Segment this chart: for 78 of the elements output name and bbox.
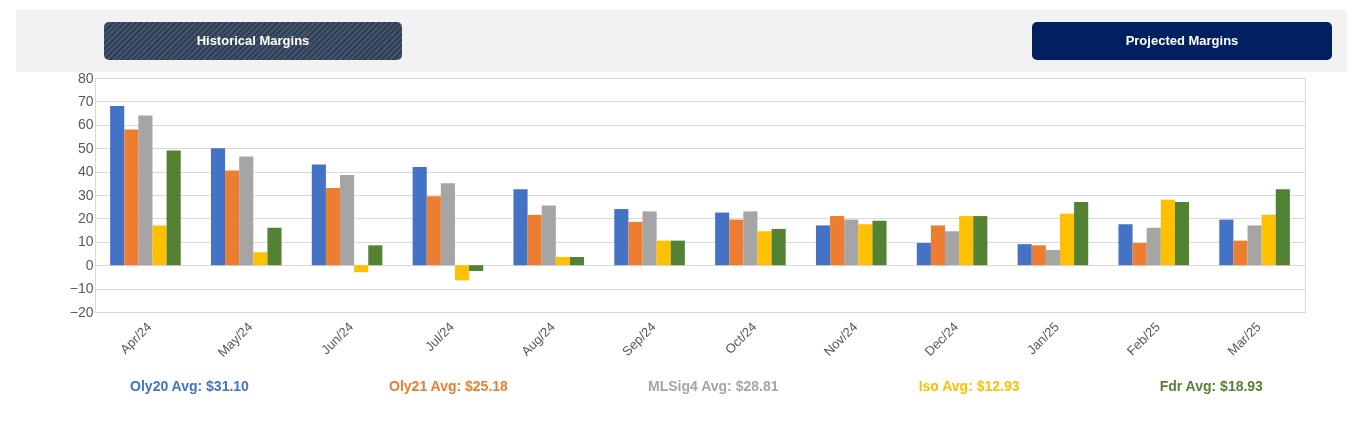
bar [340,175,355,266]
bar [1261,214,1276,266]
bar [138,115,153,266]
bar [440,183,455,266]
text: Fdr Avg: $18.93 [1159,378,1263,394]
y-tick-label: 60 [77,116,94,133]
bar [210,148,226,266]
bar [541,205,556,266]
bar [872,220,887,266]
bar [1219,219,1234,266]
text: Oly20 Avg: $31.10 [130,378,249,394]
bar [1174,202,1190,266]
bar [844,219,859,266]
bar [1233,240,1248,266]
text: Iso Avg: $12.93 [918,378,1020,394]
bar [469,265,484,272]
bar [656,240,671,266]
bar [1132,242,1147,266]
bar [642,211,657,266]
bar [1146,227,1161,266]
bar [1045,249,1060,266]
bar [729,219,744,266]
bar [628,221,643,266]
bar [945,231,960,266]
bar [858,224,873,266]
bar [1247,225,1262,266]
bar [569,257,585,266]
bar [614,209,629,266]
y-tick-label: 20 [77,209,94,226]
bar [1118,224,1133,266]
bar [225,170,240,266]
bar [124,129,139,266]
bar [426,196,441,266]
bar [412,166,427,266]
bar [1160,199,1175,266]
bar [1031,245,1046,266]
bar [959,216,974,266]
y-tick-label: 50 [77,139,94,156]
bar [325,187,341,266]
y-tick-label: 80 [77,69,94,86]
bar [830,216,845,266]
y-tick-label: −20 [69,303,94,320]
text: MLSig4 Avg: $28.81 [648,378,779,394]
bar [1275,189,1290,266]
bar [454,265,470,281]
y-tick-label: 30 [77,186,94,203]
text: Historical Margins [104,22,402,60]
y-tick-label: 0 [85,256,94,273]
text: Oly21 Avg: $25.18 [389,378,508,394]
bar [368,245,383,266]
bar [152,225,167,266]
y-tick-label: −10 [69,280,94,297]
bar [1059,213,1075,266]
bar [1074,202,1089,266]
bar [771,228,786,266]
bar [930,225,946,266]
bar [513,189,528,266]
bar [166,150,181,266]
bar [715,212,730,266]
bar [311,164,326,266]
bar [815,225,831,266]
bar [555,257,570,266]
y-tick-label: 70 [77,92,94,109]
y-tick-label: 40 [77,163,94,180]
bar [253,252,268,266]
bar [757,231,772,266]
bar [1017,244,1032,266]
bar [267,227,282,266]
bar [670,240,685,266]
y-tick-label: 10 [77,233,94,250]
bar [973,216,988,266]
bar [916,242,931,266]
bar [354,265,369,273]
text: Projected Margins [1032,22,1332,60]
bar [743,211,758,266]
bar [527,214,542,266]
bar [110,106,125,266]
bar [239,156,254,266]
